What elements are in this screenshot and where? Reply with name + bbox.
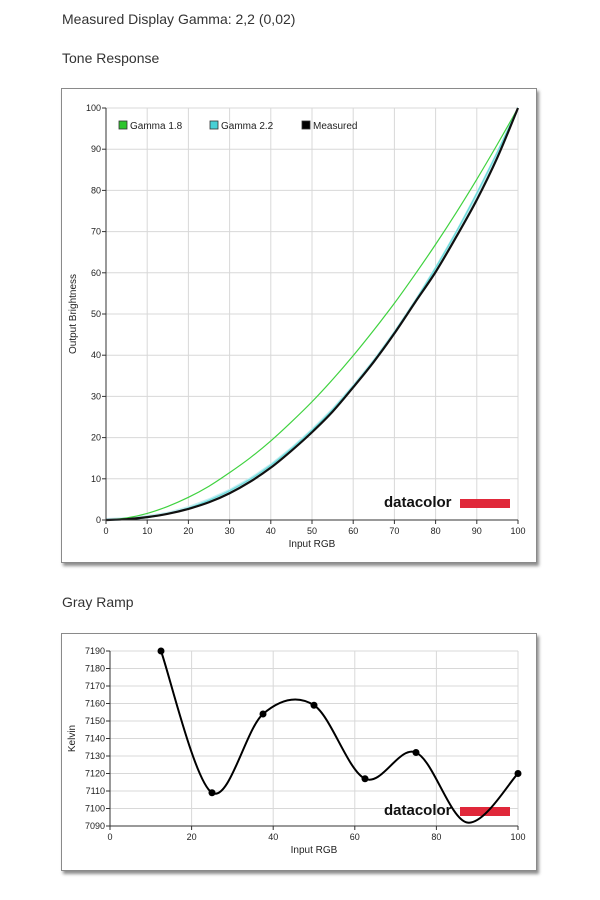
gray-ramp-chart-panel: datacolor 0 20 40 60 80 100 7090 7100 7110 7120 7… <box>61 633 537 871</box>
gray-y-tick-label: 7170 <box>85 681 105 691</box>
datacolor-logo-bar <box>460 499 510 508</box>
tone-response-chart: 0 10 20 30 40 50 60 70 80 90 100 0 10 20 30 40 50 60 70 80… <box>68 103 526 550</box>
gray-x-tick-label: 100 <box>510 832 525 842</box>
datacolor-logo-text: datacolor <box>384 494 452 511</box>
datacolor-logo-text-gray: datacolor <box>384 802 452 819</box>
gray-x-tick-label: 20 <box>187 832 197 842</box>
tone-y-axis-title: Output Brightness <box>68 274 79 354</box>
tone-x-tick-label: 100 <box>510 526 525 536</box>
tone-x-tick-label: 40 <box>266 526 276 536</box>
tone-y-tick-label: 50 <box>91 309 101 319</box>
gray-ramp-heading: Gray Ramp <box>62 594 134 610</box>
tone-x-tick-label: 70 <box>389 526 399 536</box>
gray-y-tick-label: 7160 <box>85 699 105 709</box>
tone-x-tick-label: 90 <box>472 526 482 536</box>
tone-response-heading: Tone Response <box>62 50 160 66</box>
gray-series <box>160 650 519 824</box>
tone-x-tick-label: 0 <box>103 526 108 536</box>
tone-y-tick-label: 20 <box>91 433 101 443</box>
tone-y-tick-label: 40 <box>91 350 101 360</box>
series-gamma-18-line <box>105 107 519 521</box>
datacolor-logo-gray: datacolor <box>384 802 510 819</box>
tone-x-ticks: 0 10 20 30 40 50 60 70 80 90 100 <box>103 520 526 536</box>
gray-y-tick-label: 7180 <box>85 664 105 674</box>
tone-y-tick-label: 30 <box>91 391 101 401</box>
tone-grid <box>105 107 519 521</box>
legend-label-gamma-22: Gamma 2.2 <box>221 121 274 132</box>
gray-ramp-point <box>157 647 165 655</box>
tone-y-tick-label: 0 <box>96 515 101 525</box>
legend-label-measured: Measured <box>313 121 357 132</box>
tone-x-tick-label: 20 <box>183 526 193 536</box>
tone-x-tick-label: 50 <box>307 526 317 536</box>
tone-y-ticks: 0 10 20 30 40 50 60 70 80 90 100 <box>86 103 106 525</box>
gray-y-tick-label: 7100 <box>85 804 105 814</box>
gray-y-tick-label: 7090 <box>85 821 105 831</box>
tone-x-tick-label: 30 <box>225 526 235 536</box>
gray-ramp-chart: datacolor 0 20 40 60 80 100 70907100711071207… <box>67 646 526 856</box>
datacolor-logo-bar-gray <box>460 807 510 816</box>
gray-x-tick-label: 60 <box>350 832 360 842</box>
tone-x-tick-label: 10 <box>142 526 152 536</box>
gray-y-tick-label: 7130 <box>85 751 105 761</box>
gray-ramp-point <box>514 770 522 777</box>
tone-y-tick-label: 80 <box>91 185 101 195</box>
datacolor-logo: datacolor <box>384 494 510 511</box>
series-measured-line <box>105 107 520 522</box>
gray-ramp-point <box>310 701 318 709</box>
gray-points <box>157 647 522 797</box>
tone-y-tick-label: 70 <box>91 227 101 237</box>
gray-y-tick-label: 7190 <box>85 646 105 656</box>
gray-y-tick-label: 7110 <box>86 786 105 796</box>
tone-y-tick-label: 60 <box>91 268 101 278</box>
gray-ramp-point <box>361 775 369 783</box>
tone-response-chart-panel: 0 10 20 30 40 50 60 70 80 90 100 0 10 20 30 40 50 60 70 80… <box>61 88 537 563</box>
legend-swatch-gamma-18 <box>118 120 128 130</box>
tone-x-tick-label: 80 <box>431 526 441 536</box>
tone-y-tick-label: 90 <box>91 144 101 154</box>
gray-ramp-line <box>160 650 519 824</box>
gray-x-tick-label: 80 <box>431 832 441 842</box>
legend-swatch-gamma-22 <box>209 120 219 130</box>
gray-y-ticks: 7090 7100 7110 7120 7130 7140 7150 7160 7170 7180… <box>85 646 110 831</box>
tone-y-tick-label: 10 <box>91 474 101 484</box>
gray-y-tick-label: 7140 <box>85 734 105 744</box>
gray-grid <box>109 650 519 827</box>
gray-ramp-point <box>412 749 420 756</box>
page-title: Measured Display Gamma: 2,2 (0,02) <box>62 11 296 27</box>
gray-y-tick-label: 7120 <box>85 769 105 779</box>
tone-legend: Gamma 1.8 Gamma 2.2 Measured <box>118 120 357 132</box>
legend-label-gamma-18: Gamma 1.8 <box>130 121 183 132</box>
legend-swatch-measured <box>301 120 311 130</box>
tone-x-axis-title: Input RGB <box>289 539 336 550</box>
gray-y-tick-label: 7150 <box>85 716 105 726</box>
gray-x-axis-title: Input RGB <box>291 845 338 856</box>
tone-x-tick-label: 60 <box>348 526 358 536</box>
gray-ramp-point <box>259 710 267 718</box>
tone-y-tick-label: 100 <box>86 103 101 113</box>
gray-ramp-point <box>208 789 216 797</box>
gray-x-tick-label: 40 <box>268 832 278 842</box>
tone-series <box>105 107 520 522</box>
gray-x-tick-label: 0 <box>107 832 112 842</box>
gray-x-ticks: 0 20 40 60 80 100 <box>107 826 526 842</box>
gray-y-axis-title: Kelvin <box>67 725 78 752</box>
